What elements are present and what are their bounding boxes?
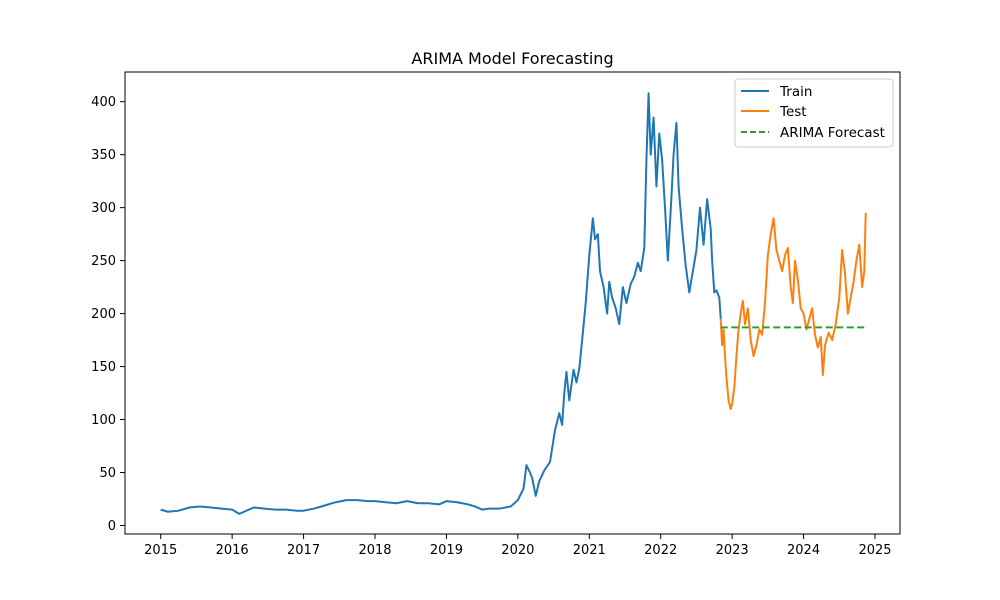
x-tick-label: 2017: [287, 543, 320, 558]
y-tick-label: 300: [91, 201, 116, 216]
y-tick-label: 100: [91, 413, 116, 428]
legend: Train Test ARIMA Forecast: [734, 78, 894, 148]
y-tick-label: 350: [91, 148, 116, 163]
legend-forecast-label: ARIMA Forecast: [780, 125, 885, 141]
series-line-test: [719, 212, 867, 410]
y-tick-label: 250: [91, 254, 116, 269]
x-tick-label: 2023: [716, 543, 749, 558]
series-layer: [160, 92, 867, 515]
x-tick-label: 2024: [787, 543, 820, 558]
x-tick-label: 2018: [358, 543, 391, 558]
x-tick-label: 2016: [216, 543, 249, 558]
x-tick-label: 2015: [144, 543, 177, 558]
y-tick-label: 150: [91, 360, 116, 375]
y-tick-label: 0: [108, 519, 116, 534]
legend-train-label: Train: [779, 84, 812, 100]
series-line-train: [160, 92, 722, 515]
legend-box: [734, 78, 894, 148]
x-axis: 2015 2016 2017 2018 2019 2020 2021 2022 2023 2024…: [144, 534, 892, 558]
y-tick-label: 200: [91, 307, 116, 322]
legend-test-label: Test: [779, 104, 807, 120]
y-tick-label: 400: [91, 95, 116, 110]
chart-title: ARIMA Model Forecasting: [411, 49, 613, 68]
plot-frame: [124, 71, 901, 535]
y-axis: 0 50 100 150 200 250 300 350 400: [91, 95, 125, 534]
x-tick-label: 2019: [430, 543, 463, 558]
y-tick-label: 50: [99, 466, 116, 481]
x-tick-label: 2025: [858, 543, 891, 558]
x-tick-label: 2022: [644, 543, 677, 558]
x-tick-label: 2021: [573, 543, 606, 558]
x-tick-label: 2020: [501, 543, 534, 558]
